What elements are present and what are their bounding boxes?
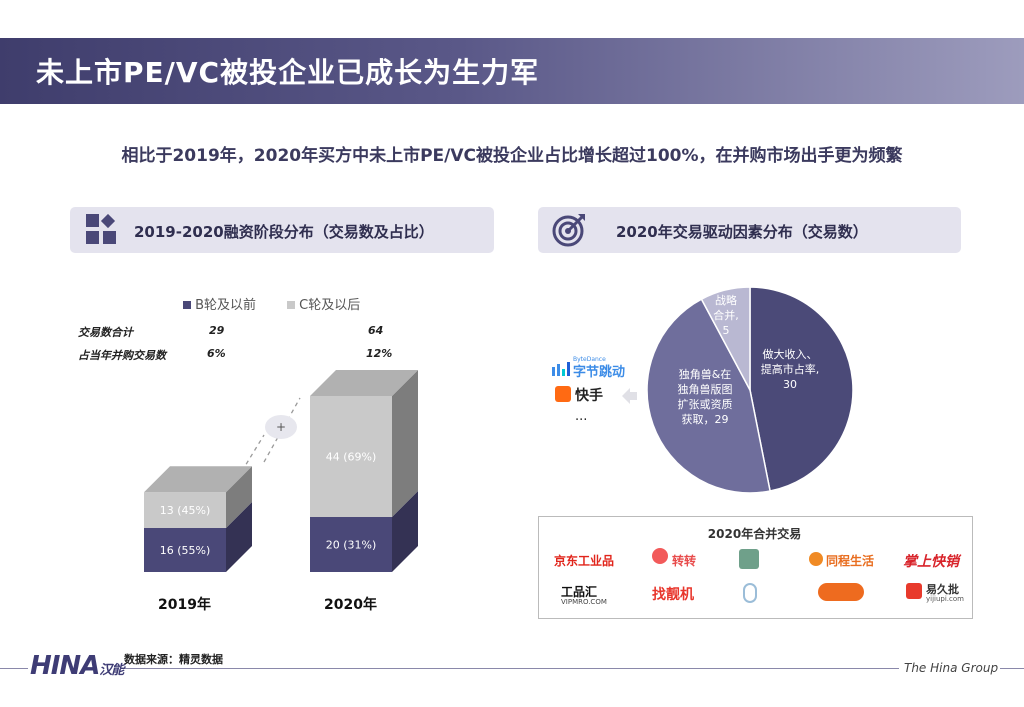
row-label-total: 交易数合计 (78, 326, 133, 339)
legend-swatch-b (183, 301, 191, 309)
title-banner (0, 38, 1024, 104)
x-label-2020: 2020年 (324, 597, 377, 613)
left-section-header (70, 207, 494, 253)
acquirers-ellipsis: ... (575, 409, 588, 424)
x-label-2019: 2019年 (158, 597, 211, 613)
bar-value-label-1-0: 13 (45%) (160, 504, 211, 517)
bytedance-logo-icon (552, 362, 570, 376)
bar-value-label-0-0: 16 (55%) (160, 544, 211, 557)
grid-icon (86, 214, 116, 244)
left-section-title: 2019-2020融资阶段分布（交易数及占比） (134, 223, 434, 241)
yijiupi-logo-icon (906, 583, 922, 599)
data-source: 数据来源：精灵数据 (124, 653, 223, 666)
kuaishou-name: 快手 (575, 388, 603, 404)
brand-gongpinhui: 工品汇 (561, 585, 598, 599)
driver-pie-chart: 做大收入、提高市占率, 30 独角兽&在独角兽版图扩张或资质获取，29 战略合并, 5 (646, 286, 854, 494)
brand-jd-industrial: 京东工业品 (554, 554, 615, 568)
bar-side-0-1 (392, 491, 418, 572)
bar-b-round-1 (310, 517, 392, 572)
bar-b-round-0 (144, 528, 226, 572)
right-section-title: 2020年交易驱动因素分布（交易数） (616, 223, 868, 241)
kuaishou-logo-icon (555, 386, 571, 402)
row-label-share: 占当年并购交易数 (78, 349, 166, 362)
brand-zhuanzhuan: 转转 (672, 554, 697, 568)
legend-c-round: C轮及以后 (287, 294, 360, 313)
legend-swatch-c (287, 301, 295, 309)
pie-label-0: 做大收入、提高市占率, 30 (761, 347, 820, 391)
bar-c-round-1 (310, 396, 392, 517)
blue-brand-logo-icon (743, 583, 757, 603)
arrow-left-icon (622, 388, 637, 404)
orange-brand-logo-icon (818, 583, 864, 601)
pie-slice-1 (646, 298, 771, 494)
brand-zhaoliangji: 找靓机 (652, 587, 694, 603)
bar-side-1-0 (226, 466, 252, 528)
pie-slice-2 (700, 286, 751, 391)
target-icon (552, 214, 585, 247)
bar-top-0 (144, 466, 252, 493)
tongcheng-logo-icon (809, 552, 823, 566)
plus-sign: + (276, 420, 286, 434)
brand-yijiupi-url: yijiupi.com (926, 595, 964, 603)
share-2019: 6% (207, 347, 226, 360)
deals-title: 2020年合并交易 (707, 527, 802, 541)
footer-line-left (0, 668, 28, 669)
stacked-bar-chart: + 16 (55%) 13 (45%) 20 (31%) 44 (69%) (144, 370, 418, 572)
bytedance-en: ByteDance (573, 356, 606, 363)
bytedance-name: 字节跳动 (573, 365, 626, 380)
green-brand-logo-icon (739, 549, 759, 569)
pie-label-2: 战略合并, 5 (713, 293, 739, 337)
footer-line-right (1000, 668, 1024, 669)
page-subtitle: 相比于2019年，2020年买方中未上市PE/VC被投企业占比增长超过100%，… (121, 146, 903, 166)
brand-tongcheng: 同程生活 (826, 554, 875, 568)
hina-group-label: The Hina Group (904, 661, 999, 675)
bar-value-label-1-1: 44 (69%) (326, 451, 377, 464)
brand-zhangshang: 掌上快销 (903, 554, 959, 570)
bar-side-0-0 (226, 502, 252, 572)
trend-dash-lower (241, 434, 265, 472)
pie-label-1: 独角兽&在独角兽版图扩张或资质获取，29 (678, 367, 733, 426)
total-2020: 64 (368, 324, 384, 337)
brand-gongpinhui-url: VIPMRO.COM (561, 598, 607, 606)
bar-c-round-0 (144, 492, 226, 528)
total-2019: 29 (209, 324, 225, 337)
bar-top-1 (310, 370, 418, 396)
legend-b-round: B轮及以前 (183, 294, 256, 313)
zhuanzhuan-logo-icon (652, 548, 668, 564)
footer-line-mid (124, 668, 899, 669)
brand-yijiupi: 易久批 (926, 583, 959, 596)
bar-value-label-0-1: 20 (31%) (326, 539, 377, 552)
page-title: 未上市PE/VC被投企业已成长为生力军 (36, 56, 540, 89)
hina-logo: HINA汉能 (30, 651, 124, 681)
bar-side-1-1 (392, 370, 418, 517)
share-2020: 12% (366, 347, 393, 360)
pie-slice-0 (749, 286, 854, 492)
right-section-header (538, 207, 961, 253)
growth-plus-badge (265, 415, 297, 439)
